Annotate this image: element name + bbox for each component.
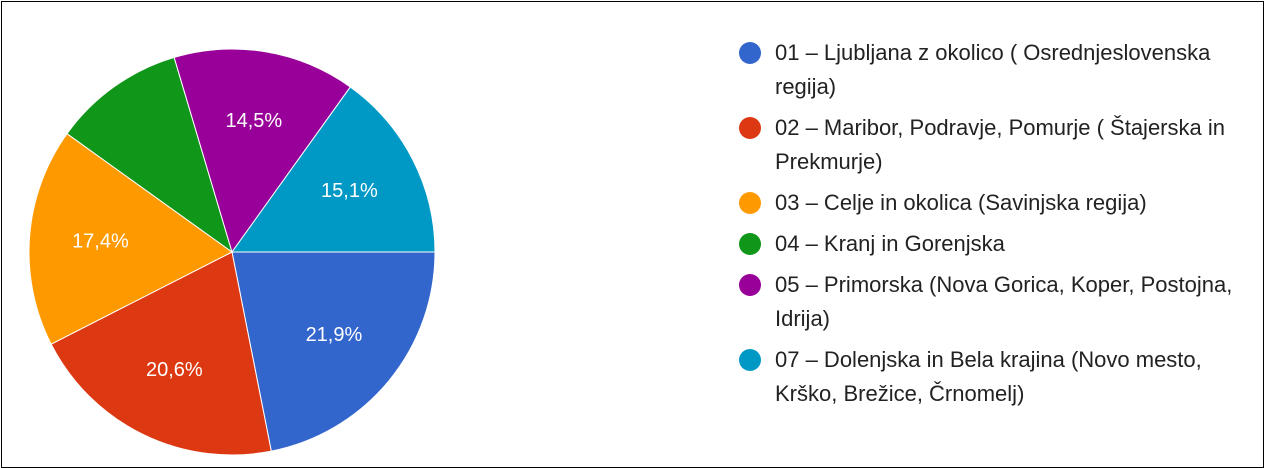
legend-item: 07 – Dolenjska in Bela krajina (Novo mes… <box>737 343 1262 411</box>
legend-label: 01 – Ljubljana z okolico ( Osrednjeslove… <box>775 40 1211 99</box>
slice-label: 20,6% <box>146 359 203 381</box>
legend-swatch <box>739 349 761 371</box>
pie-slice <box>50 251 272 456</box>
legend-item: 05 – Primorska (Nova Gorica, Koper, Post… <box>737 268 1262 336</box>
pie-chart: 21,9% 20,6% 17,4% 14,5% 15,1% <box>28 48 436 456</box>
legend-swatch <box>739 192 761 214</box>
legend-swatch <box>739 274 761 296</box>
legend-swatch <box>739 233 761 255</box>
pie-slice <box>231 251 436 452</box>
legend-label: 05 – Primorska (Nova Gorica, Koper, Post… <box>775 272 1233 331</box>
pie-slice <box>28 133 233 345</box>
legend-label: 04 – Kranj in Gorenjska <box>775 231 1005 256</box>
slice-label: 17,4% <box>72 230 129 252</box>
slice-label: 21,9% <box>306 324 363 346</box>
legend-swatch <box>739 42 761 64</box>
legend-label: 03 – Celje in okolica (Savinjska regija) <box>775 190 1147 215</box>
legend-item: 04 – Kranj in Gorenjska <box>737 227 1262 261</box>
legend-label: 02 – Maribor, Podravje, Pomurje ( Štajer… <box>775 115 1225 174</box>
slice-label: 15,1% <box>321 180 378 202</box>
legend-item: 03 – Celje in okolica (Savinjska regija) <box>737 186 1262 220</box>
legend: 01 – Ljubljana z okolico ( Osrednjeslove… <box>737 36 1262 418</box>
slice-label: 14,5% <box>226 110 283 132</box>
pie-slice <box>66 56 233 254</box>
legend-label: 07 – Dolenjska in Bela krajina (Novo mes… <box>775 347 1202 406</box>
legend-swatch <box>739 117 761 139</box>
pie-slice <box>173 48 351 254</box>
pie-slice <box>231 86 436 253</box>
legend-item: 02 – Maribor, Podravje, Pomurje ( Štajer… <box>737 111 1262 179</box>
legend-item: 01 – Ljubljana z okolico ( Osrednjeslove… <box>737 36 1262 104</box>
